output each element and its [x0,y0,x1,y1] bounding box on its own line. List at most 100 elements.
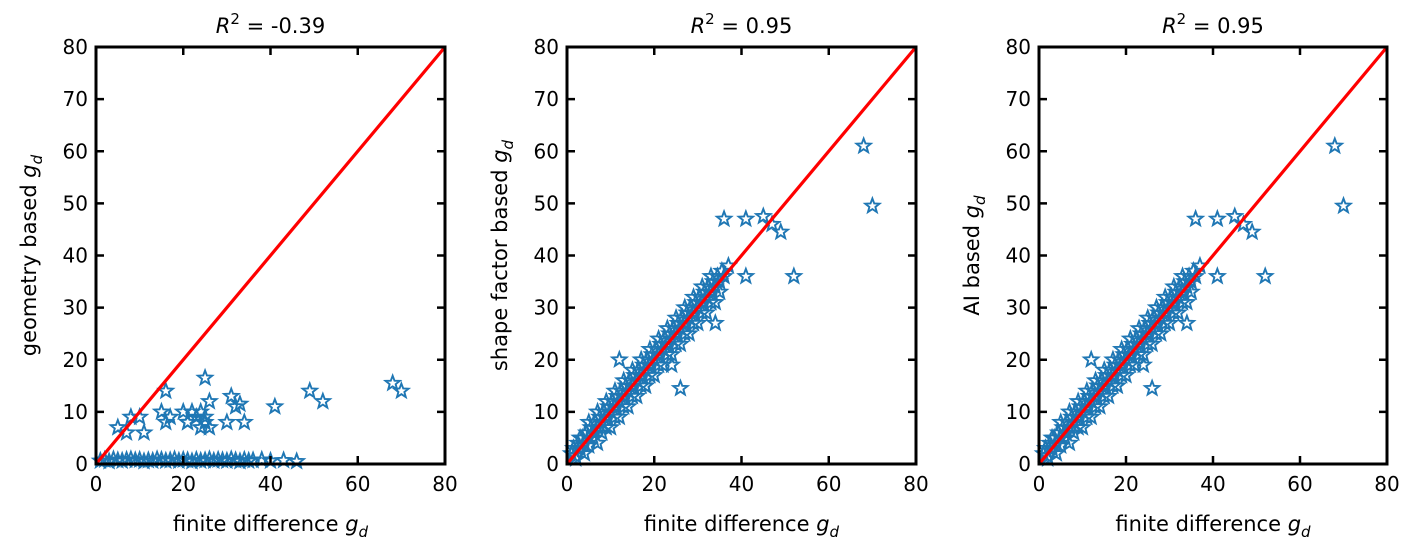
y-tick-label: 10 [534,400,559,424]
data-point-star [1146,297,1167,316]
data-point-star [1129,318,1149,337]
panel-title: R2 = -0.39 [216,10,325,38]
data-point-star [1103,349,1123,369]
data-point-star [688,313,708,332]
data-point-star [609,406,630,426]
data-point-star [587,432,608,452]
data-point-star [1333,195,1354,215]
data-point-star [705,292,726,311]
data-point-star [230,393,250,413]
y-tick-label: 30 [63,296,88,320]
data-point-star [627,386,647,405]
data-point-star [1233,214,1254,233]
x-tick-label: 0 [90,472,103,496]
data-point-star [618,396,638,415]
x-axis-title: finite difference gd [1115,512,1311,541]
data-point-star [1138,307,1158,327]
data-point-star [1059,401,1080,421]
y-tick-label: 60 [1006,139,1031,163]
y-tick-label: 30 [1006,296,1031,320]
y-tick-label: 20 [1006,348,1031,372]
data-point-star [771,221,791,241]
data-point-star [605,380,625,400]
y-tick-label: 50 [63,191,88,215]
data-point-star [1168,302,1188,322]
data-point-star [1255,266,1275,285]
identity-reference-line [565,45,918,466]
x-tick-label: 60 [816,472,841,496]
data-point-star [1164,276,1184,296]
data-point-star [221,386,241,405]
y-axis-title: geometry based gd [17,154,46,356]
x-tick-label: 60 [1287,472,1312,496]
y-tick-label: 40 [63,244,88,268]
data-point-star [1081,349,1101,369]
data-point-star [648,328,669,348]
data-point-star [1151,323,1171,342]
y-tick-label: 80 [63,35,88,59]
x-tick-label: 80 [903,472,928,496]
data-point-star [265,396,285,415]
data-point-star [640,339,660,358]
data-point-star [160,406,180,426]
data-point-star [391,380,412,400]
x-tick-label: 0 [1033,472,1046,496]
data-point-star [1225,206,1245,225]
data-point-star [1177,313,1197,332]
data-point-star [195,406,215,426]
data-point-star [1207,266,1228,285]
data-point-star [1090,396,1110,415]
y-tick-label: 30 [534,296,559,320]
data-point-star [762,214,782,233]
data-point-star [570,427,590,447]
y-tick-label: 80 [1006,35,1031,59]
panel-shape-factor: 0 20 40 60 80 0 10 20 30 40 50 60 70 80 R2 = 0.95 finit… [488,10,929,541]
data-point-star [644,365,664,384]
y-axis-title: AI based gd [960,195,989,316]
data-point-star [1085,370,1106,389]
data-point-star [1042,427,1062,447]
data-point-star [1177,292,1197,311]
data-point-star [1325,135,1345,155]
x-axis-title: finite difference gd [173,512,369,541]
y-tick-label: 0 [75,452,88,476]
scatter-points [561,135,883,468]
data-point-star [1094,359,1114,379]
data-point-star [600,417,621,436]
x-tick-label: 80 [1374,472,1399,496]
data-point-star [134,422,154,441]
data-point-star [714,208,734,228]
data-point-star [313,391,333,410]
data-point-star [705,313,726,332]
data-point-star [613,370,634,389]
data-point-star [661,354,682,374]
panel-geometry: 0 20 40 60 80 0 10 20 30 40 50 60 70 80 R2 = -0.39 fini… [17,10,458,541]
y-tick-label: 40 [1006,244,1031,268]
scatter-points [1033,135,1354,468]
y-tick-label: 60 [534,139,559,163]
panel-title: R2 = 0.95 [691,10,793,38]
y-tick-label: 50 [1006,191,1031,215]
data-point-star [753,206,774,225]
data-point-star [1207,208,1228,228]
y-tick-label: 0 [546,452,559,476]
data-point-star [108,417,128,436]
data-point-star [579,412,599,431]
y-tick-label: 70 [1006,87,1031,111]
y-tick-label: 70 [534,87,559,111]
data-point-star [1077,380,1097,400]
data-point-star [1068,391,1088,410]
data-point-star [1111,339,1132,358]
data-point-star [736,266,756,285]
data-point-star [217,412,237,431]
data-point-star [596,391,616,410]
x-tick-label: 40 [729,472,754,496]
y-tick-label: 20 [63,348,88,372]
plot-frame [565,45,918,466]
panel-title: R2 = 0.95 [1162,10,1264,38]
data-point-star [1155,286,1175,306]
data-point-star [670,378,691,397]
data-point-star [666,307,686,327]
x-tick-label: 60 [345,472,370,496]
data-point-star [300,380,320,400]
